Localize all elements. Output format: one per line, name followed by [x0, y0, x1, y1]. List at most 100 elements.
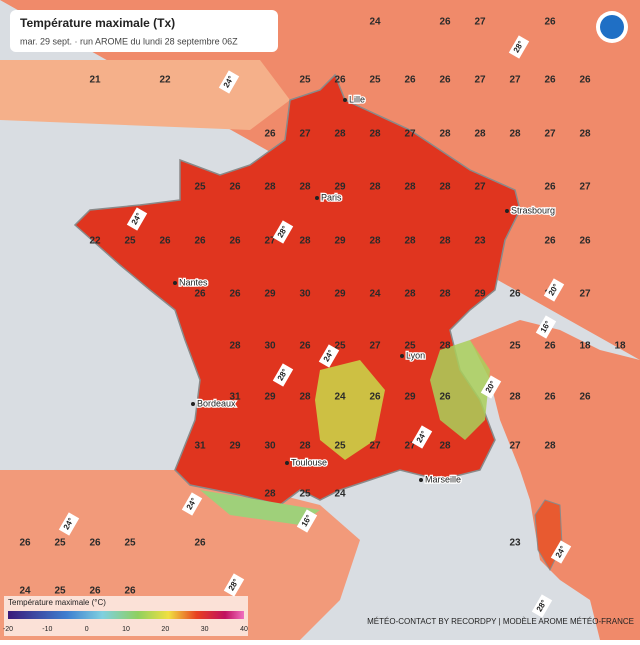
grid-value: 26 — [334, 75, 346, 86]
title: Température maximale (Tx) — [20, 16, 175, 30]
grid-value: 26 — [194, 289, 206, 300]
overlay: 24 26 27 26 21 22 25 26 25 26 26 27 27 26 26 26 27 28 28 27… — [19, 17, 626, 618]
grid-value: 26 — [194, 538, 206, 549]
grid-value: 26 — [229, 182, 241, 193]
grid-value: 27 — [544, 129, 556, 140]
grid-value: 28 — [299, 182, 311, 193]
city-dot — [400, 354, 404, 358]
isoline-box — [58, 512, 80, 536]
grid-value: 28 — [404, 182, 416, 193]
grid-value: 29 — [264, 289, 276, 300]
grid-value: 26 — [404, 75, 416, 86]
city-label: Strasbourg — [511, 205, 555, 215]
grid-value: 26 — [439, 17, 451, 28]
grid-value: 25 — [124, 538, 136, 549]
grid-value: 27 — [579, 289, 591, 300]
grid-value: 28 — [369, 182, 381, 193]
grid-value: 28 — [579, 129, 591, 140]
isoline-box — [508, 35, 530, 59]
isoline-box — [535, 315, 557, 339]
grid-value: 24 — [369, 289, 381, 300]
grid-value: 28 — [439, 129, 451, 140]
grid-value: 26 — [579, 75, 591, 86]
grid-value: 26 — [544, 17, 556, 28]
grid-value: 26 — [229, 289, 241, 300]
grid-value: 29 — [264, 392, 276, 403]
grid-value: 25 — [54, 538, 66, 549]
grid-value: 29 — [334, 236, 346, 247]
grid-value: 24 — [19, 586, 31, 597]
grid-value: 31 — [229, 392, 241, 403]
isoline-box — [126, 207, 148, 231]
city-dot — [505, 209, 509, 213]
grid-value: 26 — [579, 236, 591, 247]
grid-value: 27 — [369, 441, 381, 452]
grid-value: 26 — [439, 75, 451, 86]
grid-value: 28 — [474, 129, 486, 140]
grid-value: 26 — [579, 392, 591, 403]
grid-value: 28 — [404, 236, 416, 247]
grid-value: 25 — [509, 341, 521, 352]
grid-value: 22 — [89, 236, 101, 247]
isoline-box — [272, 220, 294, 244]
isoline-box — [411, 425, 433, 449]
grid-value: 25 — [404, 341, 416, 352]
grid-value: 28 — [439, 182, 451, 193]
land-uk — [0, 60, 290, 130]
grid-value: 28 — [299, 392, 311, 403]
city-dot — [419, 478, 423, 482]
legend-title: Température maximale (°C) — [8, 598, 106, 607]
grid-value: 18 — [614, 341, 626, 352]
grid-value: 27 — [509, 441, 521, 452]
grid-value: 25 — [334, 341, 346, 352]
grid-value: 25 — [124, 236, 136, 247]
city-label: Lille — [349, 94, 365, 104]
massif-central — [315, 360, 385, 460]
city-label: Toulouse — [291, 457, 327, 467]
grid-value: 27 — [579, 182, 591, 193]
isoline-box — [531, 594, 553, 618]
grid-value: 26 — [299, 341, 311, 352]
grid-value: 30 — [299, 289, 311, 300]
grid-value: 28 — [404, 289, 416, 300]
city-dot — [173, 281, 177, 285]
grid-value: 27 — [264, 236, 276, 247]
city-label: Bordeaux — [197, 398, 236, 408]
grid-value: 28 — [509, 129, 521, 140]
grid-value: 26 — [194, 236, 206, 247]
city-label: Marseille — [425, 474, 461, 484]
grid-value: 24 — [334, 392, 346, 403]
grid-value: 26 — [369, 392, 381, 403]
legend-bar — [8, 611, 244, 619]
grid-value: 29 — [334, 289, 346, 300]
grid-value: 25 — [299, 75, 311, 86]
isoline-box — [272, 363, 294, 387]
grid-value: 25 — [194, 182, 206, 193]
city-label: Paris — [321, 192, 342, 202]
isoline-box — [550, 540, 572, 564]
alps — [430, 340, 490, 440]
grid-value: 28 — [299, 236, 311, 247]
grid-value: 26 — [544, 341, 556, 352]
grid-value: 29 — [229, 441, 241, 452]
isoline-box — [480, 375, 502, 399]
legend-tick: 30 — [201, 626, 209, 633]
grid-value: 25 — [369, 75, 381, 86]
legend-tick: -10 — [42, 626, 52, 633]
isoline-box — [318, 344, 340, 368]
grid-value: 24 — [369, 17, 381, 28]
grid-value: 30 — [264, 441, 276, 452]
grid-value: 25 — [334, 441, 346, 452]
grid-value: 26 — [229, 236, 241, 247]
grid-value: 26 — [544, 182, 556, 193]
grid-value: 28 — [299, 441, 311, 452]
grid-value: 28 — [544, 441, 556, 452]
subtitle: mar. 29 sept. · run AROME du lundi 28 se… — [20, 36, 238, 46]
city-dot — [343, 98, 347, 102]
grid-value: 28 — [439, 289, 451, 300]
grid-value: 27 — [474, 182, 486, 193]
grid-value: 28 — [509, 392, 521, 403]
grid-value: 26 — [159, 236, 171, 247]
isoline-box — [223, 573, 245, 597]
